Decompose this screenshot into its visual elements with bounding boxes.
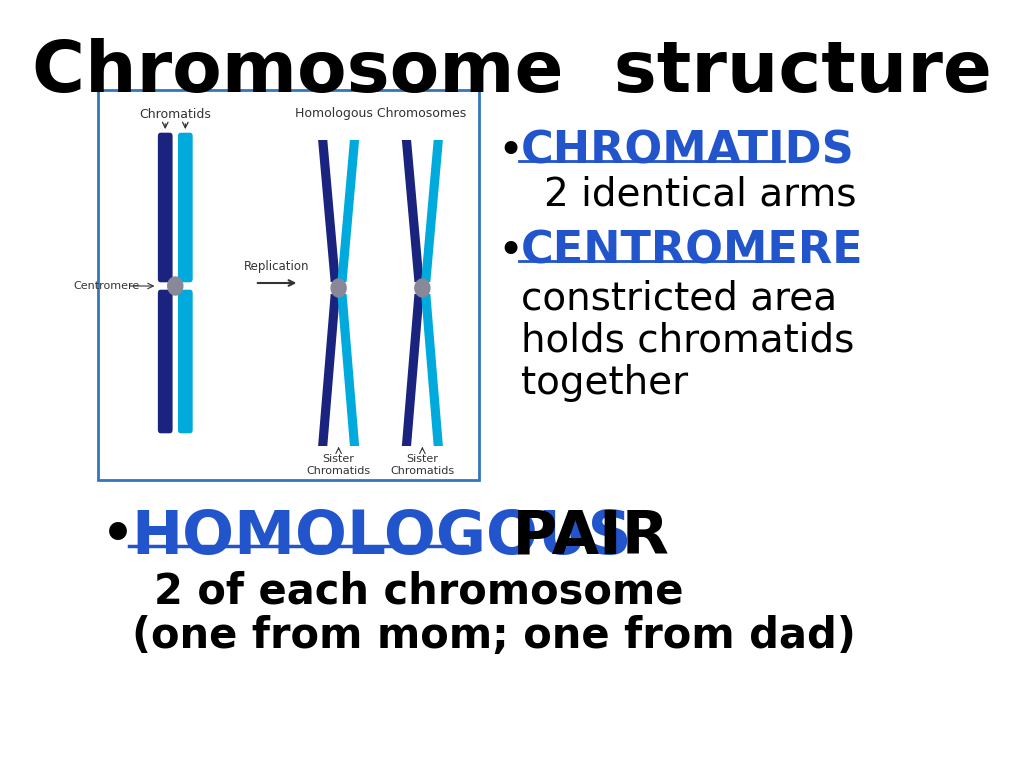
Circle shape bbox=[168, 277, 183, 295]
Circle shape bbox=[331, 279, 346, 297]
Polygon shape bbox=[421, 140, 443, 282]
FancyBboxPatch shape bbox=[178, 290, 193, 433]
Text: CENTROMERE: CENTROMERE bbox=[521, 230, 864, 273]
Text: 2 of each chromosome: 2 of each chromosome bbox=[155, 570, 684, 612]
Text: Centromere: Centromere bbox=[74, 281, 139, 291]
Text: (one from mom; one from dad): (one from mom; one from dad) bbox=[132, 615, 856, 657]
Circle shape bbox=[415, 279, 430, 297]
Text: Chromosome  structure: Chromosome structure bbox=[32, 38, 992, 107]
Text: holds chromatids: holds chromatids bbox=[521, 322, 855, 360]
FancyBboxPatch shape bbox=[158, 133, 173, 283]
Polygon shape bbox=[337, 140, 359, 282]
FancyBboxPatch shape bbox=[98, 90, 479, 480]
Text: Sister
Chromatids: Sister Chromatids bbox=[306, 454, 371, 475]
Polygon shape bbox=[421, 294, 443, 446]
Text: HOMOLOGOUS: HOMOLOGOUS bbox=[132, 508, 633, 567]
Text: PAIR: PAIR bbox=[470, 508, 669, 567]
Text: Chromatids: Chromatids bbox=[139, 108, 211, 121]
Polygon shape bbox=[318, 294, 340, 446]
Text: Homologous Chromosomes: Homologous Chromosomes bbox=[295, 108, 466, 121]
Text: •: • bbox=[498, 230, 524, 273]
Text: Sister
Chromatids: Sister Chromatids bbox=[390, 454, 455, 475]
FancyBboxPatch shape bbox=[158, 290, 173, 433]
Text: •: • bbox=[100, 508, 136, 567]
Text: •: • bbox=[498, 130, 524, 173]
FancyBboxPatch shape bbox=[178, 133, 193, 283]
Text: Replication: Replication bbox=[245, 260, 310, 273]
Text: 2 identical arms: 2 identical arms bbox=[544, 176, 856, 214]
Polygon shape bbox=[337, 294, 359, 446]
Polygon shape bbox=[401, 294, 424, 446]
Text: together: together bbox=[521, 364, 688, 402]
Polygon shape bbox=[318, 140, 340, 282]
Text: constricted area: constricted area bbox=[521, 280, 838, 318]
Polygon shape bbox=[401, 140, 424, 282]
Text: CHROMATIDS: CHROMATIDS bbox=[521, 130, 855, 173]
